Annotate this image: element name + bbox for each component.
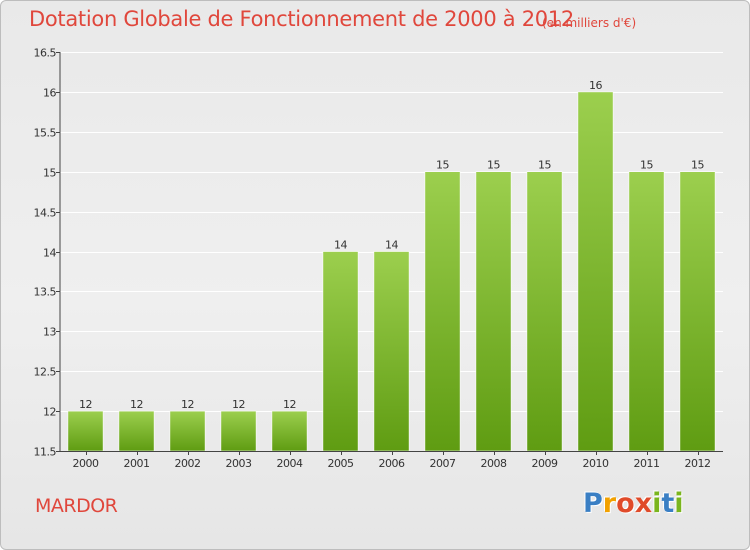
bar	[373, 251, 410, 452]
bar	[322, 251, 359, 452]
bar-value-label: 15	[640, 159, 653, 172]
y-tick-label: 16.5	[34, 47, 57, 60]
x-tick-label: 2010	[583, 457, 609, 470]
x-tick-label: 2006	[379, 457, 405, 470]
bar-value-label: 14	[385, 239, 398, 252]
bar	[424, 171, 461, 452]
bar	[679, 171, 716, 452]
bar-value-label: 12	[283, 398, 296, 411]
bar	[271, 410, 308, 452]
bar-value-label: 15	[436, 159, 449, 172]
y-tick-label: 13	[43, 326, 56, 339]
logo-letter: i	[674, 488, 684, 519]
bar-value-label: 12	[130, 398, 143, 411]
x-tick-label: 2009	[532, 457, 558, 470]
bar-value-label: 15	[487, 159, 500, 172]
bar	[67, 410, 104, 452]
bar	[169, 410, 206, 452]
bar	[526, 171, 563, 452]
y-tick-label: 15.5	[34, 127, 57, 140]
bar-value-label: 12	[181, 398, 194, 411]
x-tick-label: 2004	[277, 457, 303, 470]
x-tick-label: 2001	[124, 457, 150, 470]
logo-letter: t	[661, 488, 675, 519]
x-tick-label: 2012	[685, 457, 711, 470]
bar-value-label: 14	[334, 239, 347, 252]
y-tick-label: 12	[43, 406, 56, 419]
x-tick-label: 2005	[328, 457, 354, 470]
logo-letter: i	[652, 488, 662, 519]
bar-value-label: 15	[538, 159, 551, 172]
y-tick-label: 13.5	[34, 286, 57, 299]
logo-letter: r	[602, 488, 617, 519]
bar	[118, 410, 155, 452]
bar	[475, 171, 512, 452]
x-tick-label: 2011	[634, 457, 660, 470]
bar-value-label: 16	[589, 79, 602, 92]
bar	[220, 410, 257, 452]
y-tick-label: 15	[43, 167, 56, 180]
bar-value-label: 12	[232, 398, 245, 411]
y-tick-label: 14.5	[34, 207, 57, 220]
logo-letter: P	[583, 488, 603, 519]
bar-value-label: 15	[691, 159, 704, 172]
x-tick-label: 2003	[226, 457, 252, 470]
y-tick-label: 12.5	[34, 366, 57, 379]
place-name: MARDOR	[35, 495, 118, 517]
bar	[628, 171, 665, 452]
x-tick-label: 2002	[175, 457, 201, 470]
y-tick-label: 16	[43, 87, 56, 100]
x-tick-label: 2007	[430, 457, 456, 470]
proxiti-logo: Proxiti	[583, 488, 684, 519]
y-axis-ticks: 11.5 12 12.5 13 13.5 14 14.5 15 15.5 16 16.5	[34, 47, 60, 459]
logo-letter: o	[616, 488, 635, 519]
y-tick-label: 11.5	[34, 446, 57, 459]
chart-title: Dotation Globale de Fonctionnement de 20…	[29, 7, 574, 31]
value-labels: 12 12 12 12 12 14 14 15 15 15 16 15 15	[79, 79, 705, 411]
x-tick-label: 2008	[481, 457, 507, 470]
x-axis-ticks: 2000 2001 2002 2003 2004 2005 2006 2007 2008 2009…	[73, 451, 711, 470]
bar	[577, 91, 614, 452]
y-tick-label: 14	[43, 247, 56, 260]
logo-letter: x	[634, 488, 653, 519]
chart-subtitle: (en milliers d'€)	[542, 16, 637, 30]
x-tick-label: 2000	[73, 457, 99, 470]
bars	[67, 91, 716, 452]
bar-value-label: 12	[79, 398, 92, 411]
